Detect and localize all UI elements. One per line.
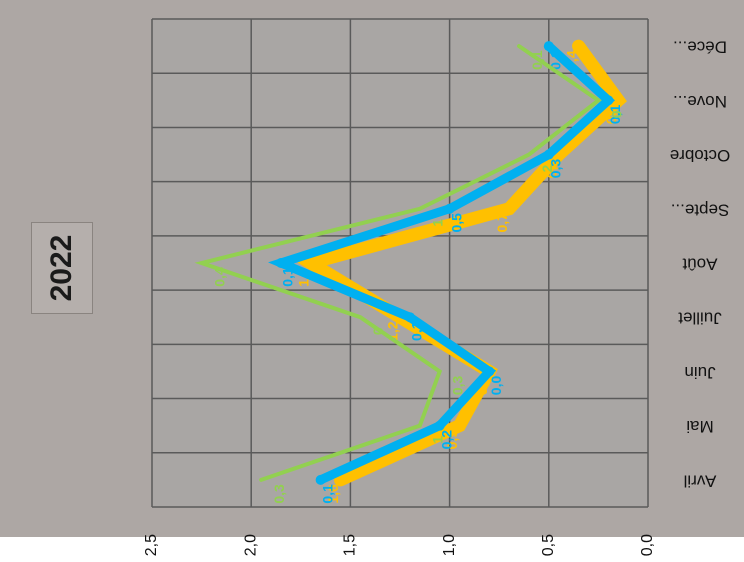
data-label: 0,5	[448, 213, 464, 233]
data-point	[309, 262, 312, 264]
data-label: 1,6	[325, 484, 341, 504]
data-label: 0	[370, 327, 386, 335]
data-point	[557, 153, 560, 156]
data-point	[617, 99, 620, 102]
y-tick-label: 1,0	[441, 534, 458, 556]
chart-title: 2022	[45, 234, 78, 302]
y-tick-label: 1,5	[342, 534, 359, 556]
data-point	[543, 41, 554, 52]
data-label: 0,1	[409, 321, 425, 341]
data-point	[543, 149, 554, 160]
data-point	[315, 474, 326, 485]
category-label: Avril	[684, 471, 717, 490]
category-label: Octobre	[670, 146, 730, 165]
data-label: 0,1	[548, 50, 564, 70]
data-point	[484, 366, 495, 377]
data-point	[275, 258, 286, 268]
data-point	[518, 45, 520, 47]
data-point	[508, 207, 511, 210]
y-tick-label: 0,5	[540, 534, 557, 556]
data-label: 0,7	[494, 213, 510, 233]
data-label: 0,0	[488, 376, 504, 396]
data-label: 0,1	[319, 484, 335, 504]
y-tick-label: 2,5	[143, 534, 160, 556]
data-point	[404, 312, 415, 323]
data-point	[419, 208, 421, 210]
data-point	[458, 424, 461, 427]
data-point	[528, 154, 530, 156]
data-point	[359, 316, 361, 318]
data-point	[439, 370, 441, 372]
data-label: 0,9	[444, 430, 460, 450]
category-label: Mai	[686, 417, 713, 436]
data-label: 0,3	[548, 159, 564, 179]
data-point	[597, 99, 599, 101]
data-label: 0,1	[529, 50, 545, 70]
data-point	[603, 95, 614, 106]
data-label: 0	[608, 110, 624, 118]
category-label: Déce...	[673, 38, 727, 57]
category-label: Juillet	[678, 309, 722, 328]
y-tick-label: 0,0	[639, 534, 656, 556]
category-label: Juin	[684, 363, 715, 382]
data-point	[339, 478, 342, 481]
data-label: 0,1	[280, 267, 296, 287]
data-label: 1	[430, 436, 446, 444]
chart-title-box: 2022	[31, 222, 93, 314]
category-label: Septe...	[671, 200, 730, 219]
data-point	[260, 479, 262, 481]
y-tick-label: 2,0	[242, 534, 259, 556]
plot-area	[152, 19, 648, 507]
data-label: 0,1	[603, 104, 619, 124]
data-point	[201, 262, 203, 264]
data-point	[419, 425, 421, 427]
data-label: 0,1	[607, 104, 623, 124]
data-label: 0,3	[450, 376, 466, 396]
category-label: Nove...	[673, 92, 727, 111]
data-label: 2	[539, 164, 555, 172]
data-label: 0,5	[543, 159, 559, 179]
data-label: 0,4	[212, 267, 228, 287]
data-point	[434, 420, 445, 431]
data-label: 0,3	[271, 484, 287, 504]
data-point	[444, 203, 455, 214]
data-label: 0,2	[438, 430, 454, 450]
category-label: Août	[682, 255, 717, 274]
data-point	[577, 45, 580, 48]
data-label: 1	[430, 219, 446, 227]
